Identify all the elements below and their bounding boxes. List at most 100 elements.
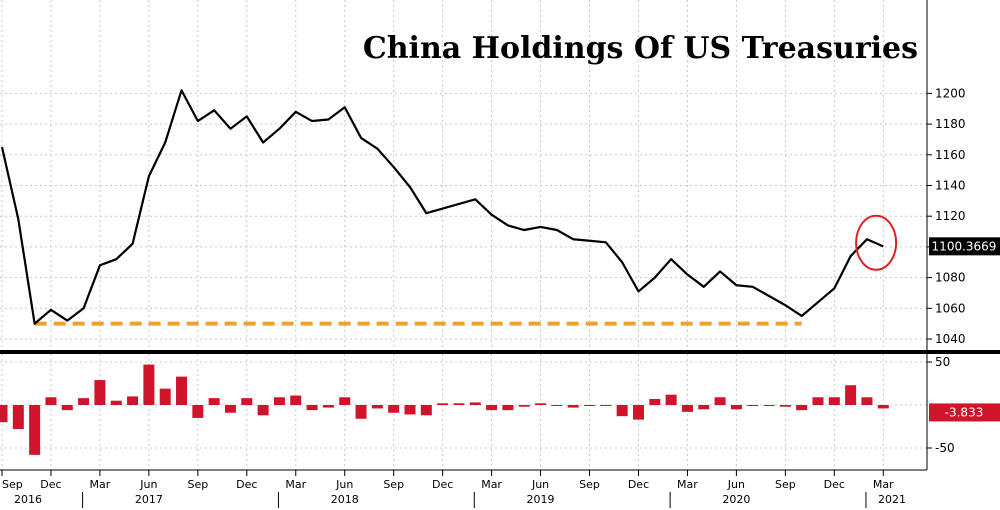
x-tick-label: Sep [579, 478, 600, 491]
x-year-label: 2018 [331, 493, 359, 506]
bar [339, 397, 351, 405]
y-tick-label: 1080 [935, 271, 966, 285]
x-tick-label: Dec [40, 478, 61, 491]
bar [45, 397, 57, 405]
bar [649, 398, 661, 405]
bar [306, 405, 318, 411]
bar [584, 405, 596, 406]
bar [567, 405, 579, 408]
bar [845, 385, 857, 405]
x-tick-label: Jun [335, 478, 353, 491]
bar [12, 405, 24, 430]
holdings-line [0, 89, 884, 325]
bar [388, 405, 400, 413]
x-tick-label: Sep [187, 478, 208, 491]
last-value-label-bg [929, 237, 1000, 256]
x-year-label: 2017 [135, 493, 163, 506]
bar [371, 405, 383, 409]
bar [665, 394, 677, 405]
y-tick-label: -50 [935, 441, 955, 455]
bar [698, 405, 710, 410]
bar [61, 405, 73, 411]
bar [779, 405, 791, 407]
bar [437, 403, 449, 405]
bar [747, 405, 759, 406]
bar [632, 405, 644, 420]
bar [127, 396, 139, 405]
bar [453, 403, 465, 405]
last-value-label: 1100.3669 [932, 239, 997, 253]
bar [796, 405, 808, 411]
x-year-label: 2016 [14, 493, 42, 506]
x-tick-label: Dec [628, 478, 649, 491]
bar [518, 405, 530, 407]
bar [355, 405, 367, 419]
x-year-label: 2021 [878, 493, 906, 506]
bar [404, 405, 416, 415]
bar [861, 397, 873, 405]
bar [290, 395, 302, 405]
bar-last-value-label: -3.833 [945, 405, 984, 419]
y-tick-label: 50 [935, 355, 950, 369]
bar [224, 405, 236, 413]
x-tick-label: Dec [236, 478, 257, 491]
x-tick-label: Jun [727, 478, 745, 491]
bar [322, 405, 334, 408]
bar [241, 398, 253, 405]
x-axis-labels: Sep Dec Mar Jun Sep Dec Mar Jun Sep Dec Mar Jun Sep D… [1, 470, 906, 508]
bar [828, 397, 840, 405]
line-layer [0, 89, 884, 326]
bar [29, 405, 41, 455]
bar [812, 397, 824, 405]
bar-last-value-label-bg [929, 403, 1000, 422]
x-tick-label: Jun [531, 478, 549, 491]
bar [730, 405, 742, 410]
x-tick-label: Mar [481, 478, 502, 491]
x-tick-label: Sep [775, 478, 796, 491]
y-tick-label: 1160 [935, 148, 966, 162]
y-tick-label: 1040 [935, 332, 966, 346]
bar [143, 364, 155, 405]
bar [159, 388, 171, 405]
bar [600, 405, 612, 406]
bar [616, 405, 628, 417]
bar [0, 405, 8, 423]
bar [502, 405, 514, 411]
y-tick-label: 1120 [935, 209, 966, 223]
bar [78, 398, 90, 405]
x-tick-label: Mar [90, 478, 111, 491]
x-tick-label: Sep [383, 478, 404, 491]
bar [681, 405, 693, 412]
x-tick-label: Dec [824, 478, 845, 491]
x-tick-label: Mar [677, 478, 698, 491]
bar [192, 405, 204, 418]
y-tick-label: 1200 [935, 86, 966, 100]
x-tick-label: Dec [432, 478, 453, 491]
x-year-label: 2020 [722, 493, 750, 506]
x-tick-label: Jun [139, 478, 157, 491]
bar [420, 405, 432, 416]
bar [176, 376, 188, 405]
bar [257, 405, 269, 416]
bar [110, 400, 122, 405]
x-year-label: 2019 [527, 493, 555, 506]
bar [94, 380, 106, 405]
bar [551, 405, 563, 406]
x-tick-label: Mar [873, 478, 894, 491]
y-tick-label: 1060 [935, 301, 966, 315]
bar [273, 397, 285, 405]
bar [208, 398, 220, 405]
last-points-circle [855, 214, 898, 271]
bar [763, 405, 775, 406]
y-axis-ticks: 10401060108011001120114011601180120050-5… [927, 86, 966, 455]
y-tick-label: 1140 [935, 179, 966, 193]
bar [535, 403, 547, 405]
x-tick-label: Mar [285, 478, 306, 491]
bar [469, 402, 481, 405]
bar [714, 397, 726, 405]
x-tick-label: Sep [2, 478, 23, 491]
y-tick-label: 1180 [935, 117, 966, 131]
chart-title: China Holdings Of US Treasuries [363, 31, 918, 66]
bar [877, 405, 889, 409]
